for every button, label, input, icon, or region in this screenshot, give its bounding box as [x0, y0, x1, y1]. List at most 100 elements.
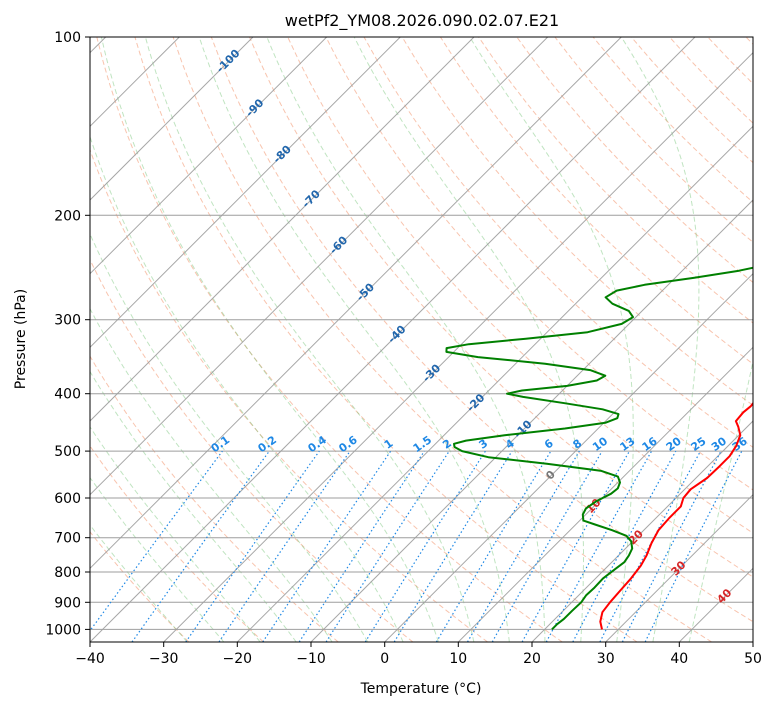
dry-adiabat — [363, 37, 753, 448]
dry-adiabat — [96, 37, 563, 642]
isotherm-line — [90, 37, 622, 570]
y-tick-label: 800 — [54, 565, 81, 581]
chart-title: wetPf2_YM08.2026.090.02.07.E21 — [285, 11, 559, 31]
profiles — [445, 266, 753, 631]
isotherm-line — [752, 641, 753, 642]
mixing-ratio-label: 0.6 — [336, 433, 360, 455]
x-tick-label: 10 — [449, 651, 467, 667]
y-tick-label: 300 — [54, 313, 81, 329]
dry-adiabat — [90, 445, 264, 642]
isotherm-label: -60 — [327, 233, 350, 256]
dry-adiabat — [325, 37, 753, 491]
mixing-ratio-line — [521, 450, 631, 642]
mixing-ratio-label: 6 — [542, 437, 556, 452]
isotherm-label: 0 — [543, 468, 558, 483]
mixing-ratio-line — [393, 450, 513, 642]
isotherm-line — [310, 199, 753, 642]
dry-adiabat — [90, 355, 339, 642]
x-tick-label: −10 — [296, 651, 326, 667]
dry-adiabat — [439, 37, 753, 365]
isotherm-line — [678, 567, 753, 642]
moist-adiabat — [144, 37, 475, 642]
mixing-ratio-line — [325, 450, 450, 642]
moist-adiabat — [90, 307, 333, 642]
y-tick-label: 900 — [54, 595, 81, 611]
x-axis-label: Temperature (°C) — [360, 681, 482, 697]
dry-adiabat — [401, 37, 753, 406]
mixing-ratio-line — [545, 450, 653, 642]
mixing-ratio-label: 0.1 — [209, 433, 232, 455]
mixing-ratio-line — [466, 450, 580, 642]
axis-ticks: −40 −30 −20 −10 0 10 20 30 40 5010020030040050060… — [45, 30, 762, 667]
isotherm-line — [90, 37, 475, 422]
y-tick-label: 500 — [54, 444, 81, 460]
isotherm-line — [605, 493, 753, 642]
dry-adiabat — [90, 258, 414, 642]
dry-adiabat — [90, 148, 488, 642]
dry-adiabat — [172, 37, 712, 642]
y-tick-label: 200 — [54, 208, 81, 224]
dry-adiabat — [516, 37, 753, 284]
mixing-ratio-line — [90, 450, 223, 632]
mixing-ratio-line — [364, 450, 486, 642]
isotherm-line — [236, 125, 753, 642]
dry-adiabat — [554, 37, 753, 243]
background-lines — [90, 37, 753, 642]
x-tick-label: −20 — [223, 651, 253, 667]
dry-adiabat — [745, 37, 753, 45]
x-tick-label: −30 — [149, 651, 179, 667]
moist-adiabat — [688, 359, 753, 642]
y-tick-label: 400 — [54, 387, 81, 403]
isotherm-line — [531, 420, 753, 642]
mixing-ratio-label: 1.5 — [411, 433, 434, 455]
mixing-ratio-line — [435, 450, 552, 642]
mixing-ratio-label: 0.2 — [256, 433, 279, 455]
dry-adiabat — [90, 531, 190, 642]
isotherm-line — [90, 37, 401, 349]
mixing-ratio-line — [131, 450, 270, 642]
temperature-line — [599, 401, 753, 630]
x-tick-label: 0 — [380, 651, 389, 667]
dry-adiabat — [210, 37, 753, 623]
mixing-ratio-label: 0.4 — [306, 433, 330, 455]
y-tick-label: 700 — [54, 531, 81, 547]
mixing-ratio-line — [572, 450, 677, 642]
isotherm-line — [90, 37, 328, 275]
moist-adiabat — [100, 37, 439, 642]
x-tick-label: −40 — [75, 651, 105, 667]
x-tick-label: 20 — [523, 651, 541, 667]
y-tick-label: 100 — [54, 30, 81, 46]
isotherm-line — [457, 346, 753, 642]
moist-adiabat — [620, 37, 700, 642]
moist-adiabat — [90, 426, 261, 642]
dry-adiabat — [287, 37, 753, 534]
isotherm-label: -30 — [420, 361, 443, 384]
y-axis-label: Pressure (hPa) — [13, 289, 29, 389]
dry-adiabat — [669, 37, 753, 124]
mixing-ratio-label: 2 — [440, 437, 454, 452]
dry-adiabat — [707, 37, 753, 85]
isotherm-label: -90 — [243, 96, 266, 119]
moist-adiabat — [469, 37, 634, 642]
moist-adiabat — [90, 232, 369, 642]
x-tick-label: 30 — [597, 651, 615, 667]
moist-adiabat — [266, 37, 546, 642]
mixing-ratio-line — [218, 450, 351, 642]
moist-adiabat — [198, 37, 510, 642]
dewpoint-line — [445, 266, 753, 631]
mixing-ratio-line — [262, 450, 392, 642]
mixing-ratio-line — [185, 450, 320, 642]
isotherm-line — [90, 37, 254, 201]
mixing-ratio-label: 1 — [382, 437, 396, 452]
y-tick-label: 600 — [54, 491, 81, 507]
isotherm-line — [90, 37, 549, 496]
x-tick-label: 50 — [744, 651, 762, 667]
dry-adiabat — [134, 37, 638, 642]
y-tick-label: 1000 — [45, 622, 81, 638]
plot-frame — [89, 36, 754, 643]
mixing-ratio-line — [644, 450, 743, 642]
x-tick-label: 40 — [670, 651, 688, 667]
moist-adiabat — [90, 476, 225, 642]
isotherm-line — [163, 51, 753, 642]
